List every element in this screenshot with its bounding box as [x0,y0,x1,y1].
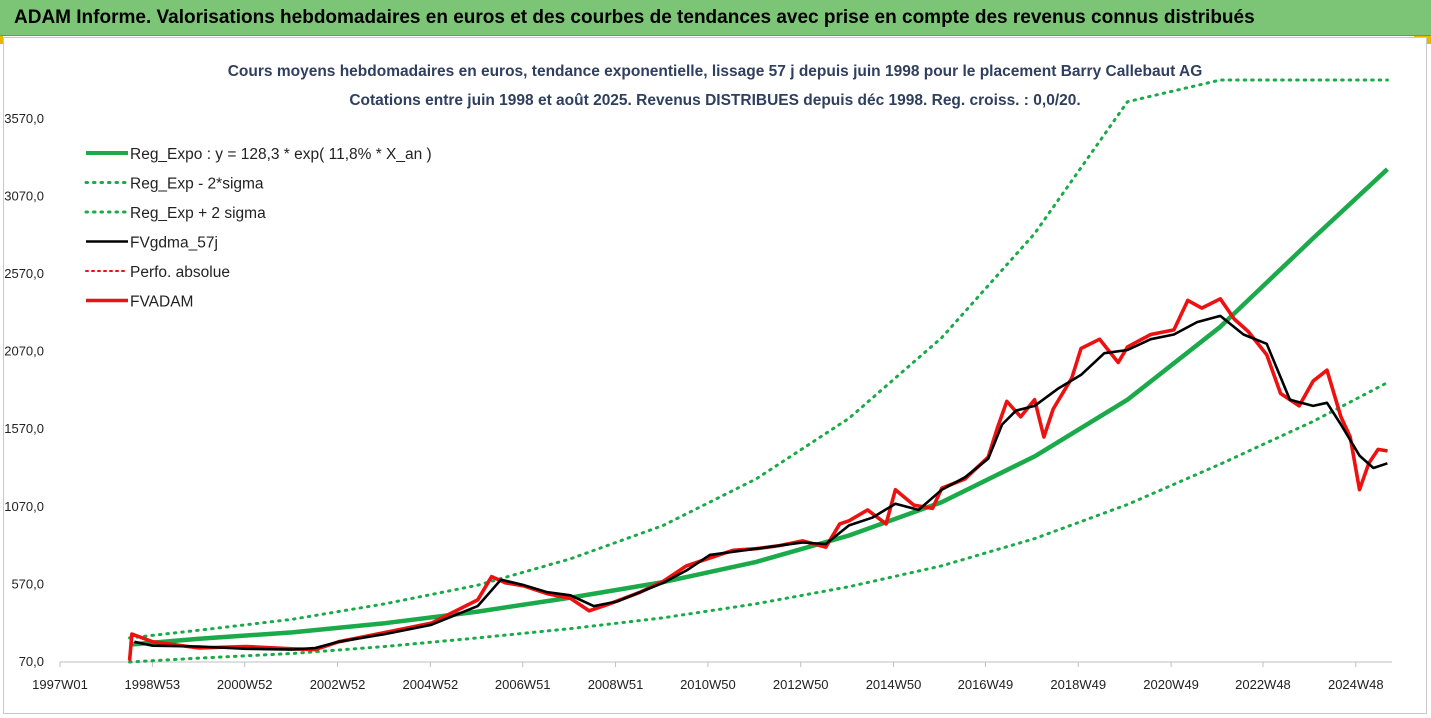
x-tick-label: 2018W49 [1050,677,1106,692]
legend-label-3: Reg_Exp + 2 sigma [130,205,266,222]
x-tick-label: 2022W48 [1235,677,1291,692]
corner-marker-right [1426,36,1431,44]
x-tick-label: 2008W51 [588,677,644,692]
y-axis: 70,0 570,0 1070,0 1570,0 2070,0 2570,0 3070,0 3… [4,111,44,669]
y-tick-label: 2570,0 [4,266,44,281]
y-tick-label: 3570,0 [4,111,44,126]
x-axis: 1997W01 1998W53 2000W52 2002W52 2004W52 2006W… [32,662,1384,692]
corner-marker-left [0,36,3,44]
y-tick-label: 2070,0 [4,344,44,359]
legend-label-1: Reg_Expo : y = 128,3 * exp( 11,8% * X_an… [130,146,432,163]
series-line-3 [128,78,1389,640]
x-tick-label: 1997W01 [32,677,88,692]
x-tick-label: 2002W52 [310,677,366,692]
series-line-1 [129,167,1389,647]
x-tick-label: 2014W50 [866,677,922,692]
chart-title: Cours moyens hebdomadaires en euros, ten… [228,63,1203,80]
series-line-2 [128,381,1389,664]
legend-label-6: FVADAM [130,294,193,311]
y-tick-label: 70,0 [19,654,44,669]
page-title: ADAM Informe. Valorisations hebdomadaire… [14,7,1255,28]
chart-frame [3,37,1427,714]
series-line-6 [127,296,1388,661]
y-tick-label: 1070,0 [4,499,44,514]
y-tick-label: 570,0 [11,576,44,591]
legend: Reg_Expo : y = 128,3 * exp( 11,8% * X_an… [84,146,432,311]
x-tick-label: 2016W49 [958,677,1014,692]
x-tick-label: 2020W49 [1143,677,1199,692]
x-tick-label: 2010W50 [680,677,736,692]
x-tick-label: 2012W50 [773,677,829,692]
series-layer [127,78,1389,664]
header-bar: ADAM Informe. Valorisations hebdomadaire… [0,0,1431,36]
legend-label-2: Reg_Exp - 2*sigma [130,176,264,193]
chart-subtitle: Cotations entre juin 1998 et août 2025. … [349,92,1080,109]
y-tick-label: 1570,0 [4,421,44,436]
legend-label-5: Perfo. absolue [130,264,230,281]
x-tick-label: 2004W52 [403,677,459,692]
x-tick-label: 2000W52 [217,677,273,692]
x-tick-label: 2006W51 [495,677,551,692]
legend-label-4: FVgdma_57j [130,235,218,252]
series-line-5 [128,297,1389,662]
y-tick-label: 3070,0 [4,188,44,203]
x-tick-label: 1998W53 [125,677,181,692]
x-tick-label: 2024W48 [1328,677,1384,692]
series-line-4 [134,314,1388,651]
